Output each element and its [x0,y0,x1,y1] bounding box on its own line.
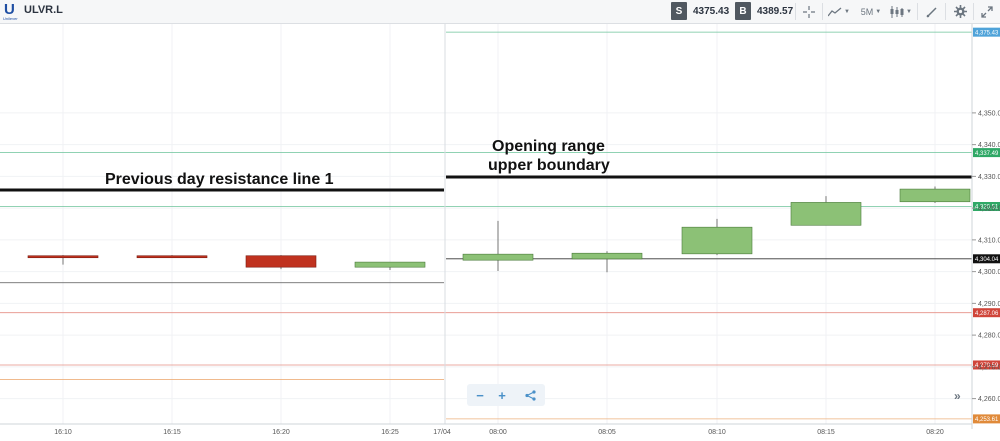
opening-range-annotation-line2: upper boundary [488,157,610,174]
zoom-out-button[interactable]: − [476,387,484,403]
price-chart[interactable]: 4,375.43 4,337.49 4,320.51 4,304.04 4,287.06… [0,24,1000,441]
instrument-symbol: ULVR.L [24,4,63,16]
y-tick-label: 4,290.00 [978,301,1000,308]
level-price-tag [973,360,1000,370]
prev-resistance-annotation: Previous day resistance line 1 [105,171,334,188]
buy-price: 4389.57 [757,5,794,17]
level-price-label: 4,375.43 [975,30,999,36]
toolbar-divider [945,3,946,20]
chart-type-icon[interactable]: ▼ [826,3,852,20]
sell-price-button[interactable]: S 4375.43 [671,2,729,20]
x-tick-label: 08:00 [489,429,507,436]
toolbar-divider [822,3,823,20]
x-tick-label: 16:25 [381,429,399,436]
level-price-tag [973,202,1000,212]
level-price-tag [973,254,1000,264]
x-tick-label: 16:15 [163,429,181,436]
chart-toolbar: U Unilever ULVR.L S 4375.43 B 4389.57 ▼ … [0,0,1000,24]
candle-body [136,255,208,259]
level-price-tag [973,414,1000,424]
buy-tag: B [735,2,751,20]
y-tick-label: 4,280.00 [978,333,1000,340]
x-tick-label: 08:05 [598,429,616,436]
level-price-label: 4,287.06 [975,311,999,317]
chevron-down-icon: ▼ [875,8,882,15]
y-tick-label: 4,310.00 [978,237,1000,244]
candle-body [354,261,426,268]
x-tick-label: 16:20 [272,429,290,436]
candle-body [790,202,862,226]
y-tick-label: 4,320.00 [978,206,1000,213]
x-tick-label: 08:15 [817,429,835,436]
x-tick-label: 08:20 [926,429,944,436]
timeframe-value: 5M [860,6,874,17]
level-price-label: 4,304.04 [975,257,999,263]
x-tick-label: 08:10 [708,429,726,436]
candles [27,186,971,273]
sell-tag: S [671,2,687,20]
chevron-down-icon: ▼ [844,8,850,15]
candlestick-icon[interactable]: ▼ [888,3,914,20]
share-icon [524,389,536,401]
y-tick-label: 4,300.00 [978,269,1000,276]
time-axis: 16:10 16:15 16:20 16:25 17/04 08:00 08:05 08:10… [54,429,944,436]
y-tick-label: 4,330.00 [978,174,1000,181]
y-tick-label: 4,340.00 [978,142,1000,149]
zoom-in-button[interactable]: + [498,387,506,403]
level-price-tag [973,308,1000,318]
x-tick-label: 17/04 [433,429,451,436]
y-tick-label: 4,270.00 [978,364,1000,371]
price-axis: 4,350.00 4,340.00 4,330.00 4,320.00 4,310.00… [972,110,1000,403]
share-button[interactable] [521,386,539,404]
toolbar-divider [795,3,796,20]
level-price-tag [973,148,1000,158]
toolbar-divider [917,3,918,20]
opening-range-annotation-line1: Opening range [492,138,605,155]
candle-body [681,226,753,255]
candle-body [245,255,317,268]
y-tick-label: 4,350.00 [978,110,1000,117]
zoom-controls [467,384,545,406]
candle-body [899,188,971,203]
level-price-label: 4,320.51 [975,205,999,211]
candle-body [27,255,99,259]
level-price-label: 4,337.49 [975,151,999,157]
crosshair-icon[interactable] [800,3,818,20]
level-price-tag [973,27,1000,37]
logo-brand: Unilever [3,16,18,21]
y-tick-label: 4,260.00 [978,396,1000,403]
chevron-down-icon: ▼ [906,8,912,15]
candle-body [571,252,643,260]
price-levels: 4,375.43 4,337.49 4,320.51 4,304.04 4,287.06… [0,27,1000,424]
level-price-label: 4,270.59 [975,363,999,369]
buy-price-button[interactable]: B 4389.57 [735,2,793,20]
scroll-to-latest-button[interactable]: » [954,389,961,403]
gear-icon[interactable] [950,3,970,20]
timeframe-select[interactable]: 5M ▼ [858,3,884,20]
unilever-logo: U Unilever [3,1,18,21]
logo-letter: U [4,1,15,18]
candle-body [462,253,534,261]
fullscreen-icon[interactable] [977,3,997,20]
level-price-label: 4,253.61 [975,417,999,423]
x-tick-label: 16:10 [54,429,72,436]
draw-tool-icon[interactable] [922,3,942,20]
sell-price: 4375.43 [693,5,730,17]
toolbar-divider [973,3,974,20]
